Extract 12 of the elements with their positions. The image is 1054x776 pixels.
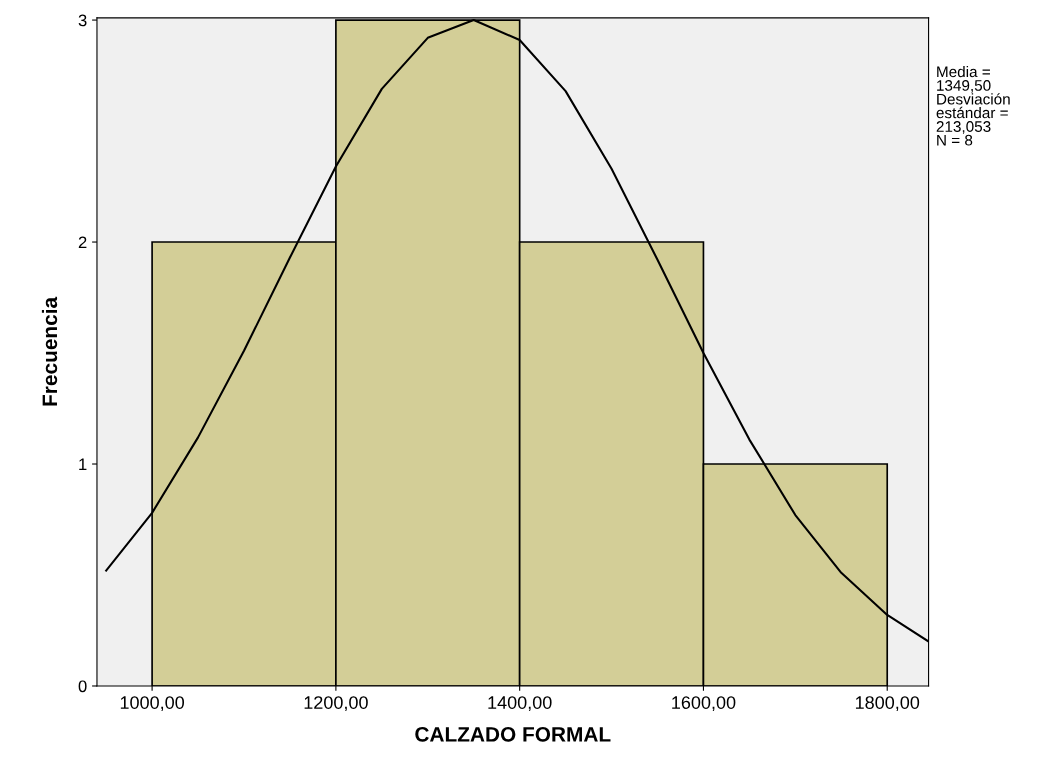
x-tick-label: 1400,00 — [488, 696, 552, 712]
x-tick-label: 1600,00 — [672, 696, 736, 712]
x-axis-title: CALZADO FORMAL — [415, 726, 611, 742]
y-tick-label: 0 — [78, 680, 87, 693]
y-tick-label: 2 — [78, 236, 87, 249]
y-tick-label: 1 — [79, 458, 87, 471]
y-axis-title: Frecuencia — [41, 296, 58, 406]
y-tick-label: 3 — [78, 14, 87, 27]
text: Media = 1349,50 Desviación estándar = 213,053 N = 8 — [936, 65, 1010, 146]
x-tick-label: 1000,00 — [120, 696, 185, 712]
x-tick-label: 1200,00 — [304, 696, 368, 712]
x-tick-label: 1800,00 — [855, 696, 920, 712]
